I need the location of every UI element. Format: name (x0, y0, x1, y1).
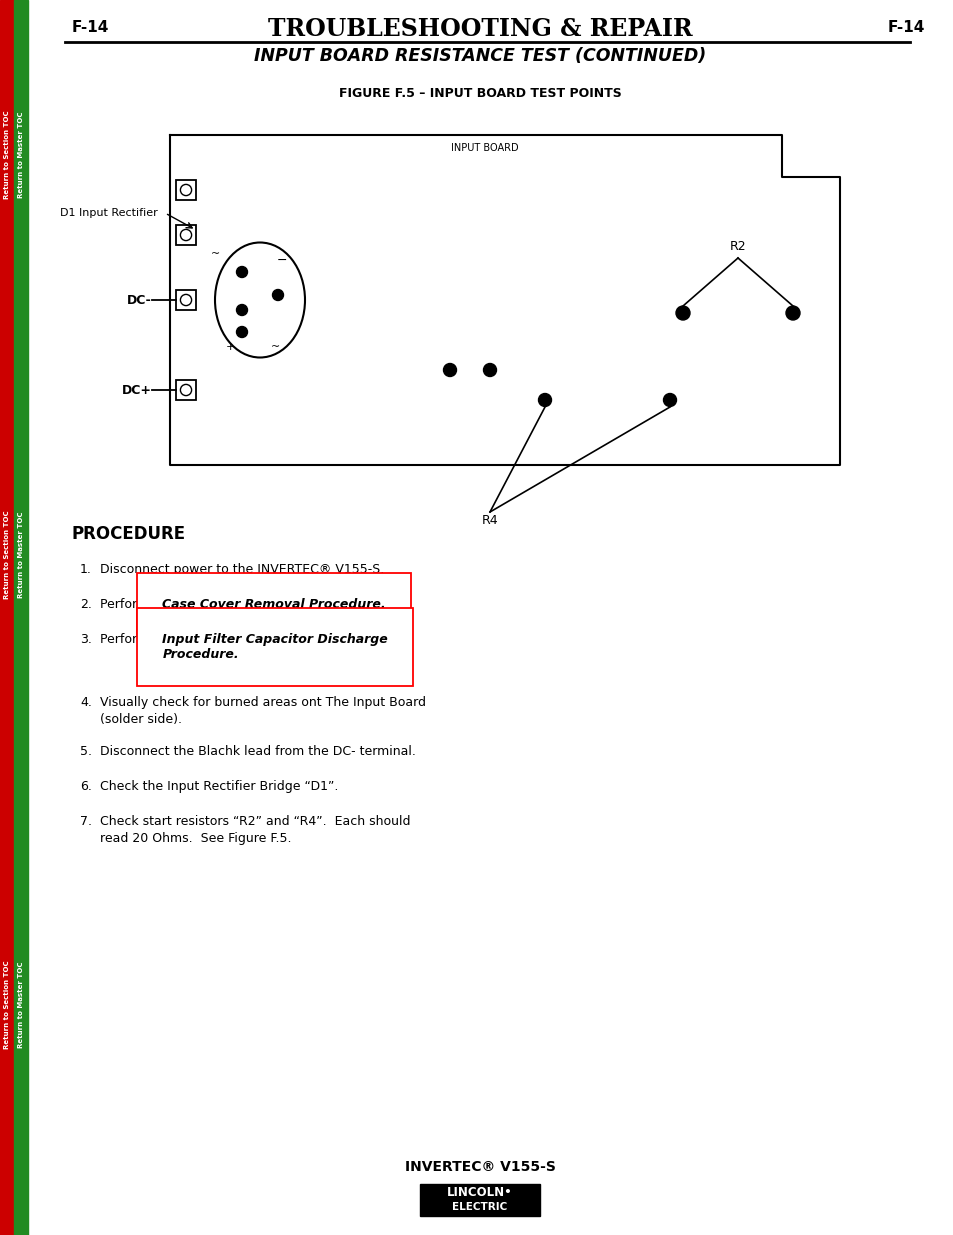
Text: −: − (276, 253, 287, 267)
Text: Disconnect the Blachk lead from the DC- terminal.: Disconnect the Blachk lead from the DC- … (100, 745, 416, 758)
Text: Case Cover Removal Procedure.: Case Cover Removal Procedure. (162, 598, 386, 611)
Text: Return to Section TOC: Return to Section TOC (4, 961, 10, 1050)
Polygon shape (170, 135, 840, 466)
Circle shape (483, 363, 496, 377)
Text: INPUT BOARD: INPUT BOARD (451, 143, 518, 153)
Circle shape (236, 305, 247, 315)
Text: INVERTEC® V155-S: INVERTEC® V155-S (404, 1160, 555, 1174)
Text: ~: ~ (271, 342, 280, 352)
Bar (175, 180, 195, 200)
Text: +: + (225, 342, 234, 352)
Circle shape (662, 394, 676, 406)
Text: 3.: 3. (80, 634, 91, 646)
Circle shape (676, 306, 689, 320)
Bar (175, 290, 195, 310)
Bar (175, 225, 195, 245)
Bar (419, 1184, 539, 1216)
Text: read 20 Ohms.  See Figure F.5.: read 20 Ohms. See Figure F.5. (100, 832, 292, 845)
Text: Return to Section TOC: Return to Section TOC (4, 511, 10, 599)
Text: ~: ~ (212, 249, 220, 259)
Text: INPUT BOARD RESISTANCE TEST (CONTINUED): INPUT BOARD RESISTANCE TEST (CONTINUED) (253, 47, 705, 65)
Bar (0, 0, 14, 1235)
Text: 2.: 2. (80, 598, 91, 611)
Text: Check start resistors “R2” and “R4”.  Each should: Check start resistors “R2” and “R4”. Eac… (100, 815, 410, 827)
Text: Return to Master TOC: Return to Master TOC (18, 962, 24, 1049)
Text: F-14: F-14 (71, 20, 110, 35)
Text: Return to Master TOC: Return to Master TOC (18, 111, 24, 199)
Circle shape (236, 326, 247, 337)
Text: 6.: 6. (80, 781, 91, 793)
Circle shape (273, 289, 283, 300)
Text: F-14: F-14 (887, 20, 924, 35)
Circle shape (537, 394, 551, 406)
Text: TROUBLESHOOTING & REPAIR: TROUBLESHOOTING & REPAIR (268, 17, 692, 41)
Text: DC+: DC+ (122, 384, 152, 396)
Text: Perform the: Perform the (100, 634, 177, 646)
Text: R2: R2 (729, 240, 745, 253)
Text: LINCOLN•: LINCOLN• (447, 1187, 513, 1199)
Text: Disconnect power to the INVERTEC® V155-S.: Disconnect power to the INVERTEC® V155-S… (100, 563, 384, 576)
Text: Visually check for burned areas ont The Input Board: Visually check for burned areas ont The … (100, 697, 426, 709)
Text: Return to Section TOC: Return to Section TOC (4, 111, 10, 199)
Text: (solder side).: (solder side). (100, 713, 182, 726)
Bar (175, 380, 195, 400)
Text: Check the Input Rectifier Bridge “D1”.: Check the Input Rectifier Bridge “D1”. (100, 781, 338, 793)
Text: Return to Master TOC: Return to Master TOC (18, 511, 24, 598)
Text: FIGURE F.5 – INPUT BOARD TEST POINTS: FIGURE F.5 – INPUT BOARD TEST POINTS (338, 86, 620, 100)
Text: 5.: 5. (80, 745, 91, 758)
Text: ELECTRIC: ELECTRIC (452, 1202, 507, 1212)
Text: R4: R4 (481, 514, 497, 526)
Circle shape (443, 363, 456, 377)
Text: 4.: 4. (80, 697, 91, 709)
Text: Input Filter Capacitor Discharge
Procedure.: Input Filter Capacitor Discharge Procedu… (162, 634, 388, 661)
Text: PROCEDURE: PROCEDURE (71, 525, 186, 543)
Circle shape (785, 306, 800, 320)
Text: 7.: 7. (80, 815, 91, 827)
Circle shape (236, 267, 247, 278)
Text: 1.: 1. (80, 563, 91, 576)
Text: D1 Input Rectifier: D1 Input Rectifier (60, 207, 158, 219)
Bar (14, 0, 28, 1235)
Text: Perform the: Perform the (100, 598, 177, 611)
Text: DC-: DC- (127, 294, 152, 306)
